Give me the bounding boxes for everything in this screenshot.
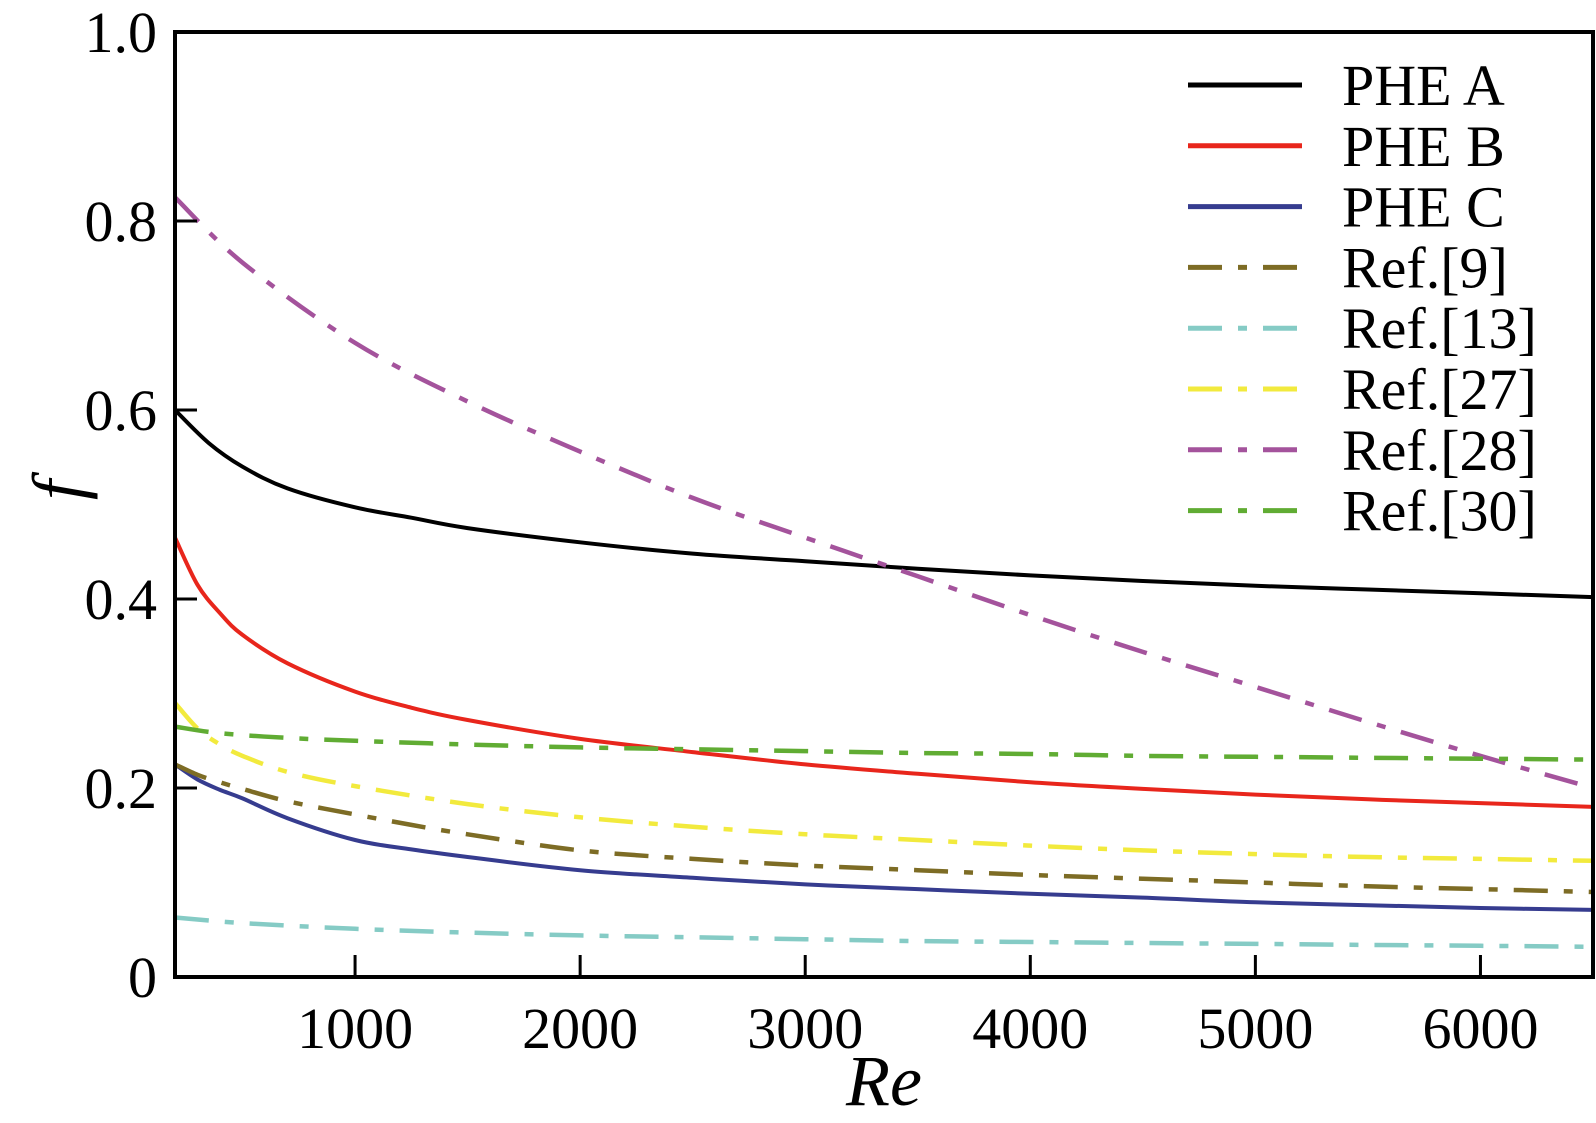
x-tick-label: 4000 (972, 996, 1088, 1061)
series-curve-phe-c (173, 762, 1594, 912)
y-tick-label: 0.6 (85, 378, 158, 443)
y-tick-label: 0 (128, 945, 157, 1010)
series-curve-ref-28- (173, 195, 1594, 791)
y-tick-label: 0.8 (85, 189, 158, 254)
legend-label-7: Ref.[28] (1342, 418, 1537, 483)
axes-layer: 1000 2000 3000 4000 5000 6000 0 0.2 0.4 0.6 0.8 1.0 (85, 0, 1595, 1061)
legend-label-6: Ref.[27] (1342, 357, 1537, 422)
legend-label-1: PHE A (1342, 53, 1505, 118)
series-curve-ref-27- (173, 701, 1594, 864)
legend-label-4: Ref.[9] (1342, 235, 1508, 300)
x-tick-label: 1000 (297, 996, 413, 1061)
y-tick-label: 0.4 (85, 567, 158, 632)
x-axis-title: Re (845, 1041, 922, 1121)
series-curve-ref-9- (174, 762, 1594, 895)
plot-frame (173, 30, 1595, 979)
series-curve-phe-b (173, 536, 1594, 809)
series-curve-ref-30- (174, 724, 1594, 762)
series-layer (173, 195, 1594, 950)
series-curve-ref-13- (174, 915, 1594, 950)
x-tick-label: 3000 (747, 996, 863, 1061)
x-tick-label: 5000 (1197, 996, 1313, 1061)
y-tick-label: 0.2 (85, 756, 158, 821)
y-tick-label: 1.0 (85, 0, 158, 65)
x-tick-label: 6000 (1422, 996, 1538, 1061)
x-tick-label: 2000 (522, 996, 638, 1061)
series-curve-phe-a (173, 408, 1594, 600)
legend-label-3: PHE C (1342, 175, 1505, 240)
legend-label-5: Ref.[13] (1342, 296, 1537, 361)
legend-label-8: Ref.[30] (1342, 479, 1537, 544)
y-axis-title: f (18, 471, 98, 500)
legend-label-2: PHE B (1342, 114, 1505, 179)
